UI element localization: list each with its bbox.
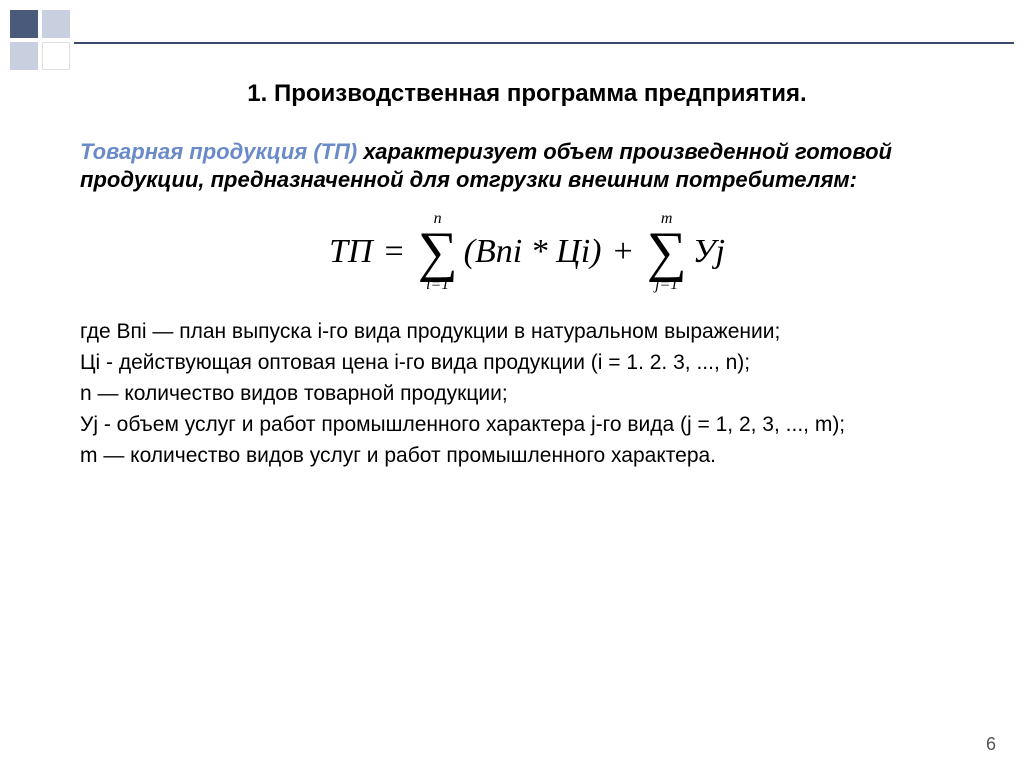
deco-square	[10, 42, 38, 70]
formula: ТП = n ∑ i=1 (Впi * Цi) + m ∑ j=1 Уj	[327, 211, 727, 293]
corner-decoration	[10, 10, 70, 70]
def-line: n — количество видов товарной продукции;	[80, 381, 974, 408]
slide-content: 1. Производственная программа предприяти…	[80, 70, 974, 474]
sigma-1-bot: i=1	[426, 277, 449, 293]
lead-term: Товарная продукция (ТП)	[80, 139, 357, 164]
formula-lhs: ТП	[329, 233, 372, 271]
header-rule	[74, 42, 1014, 44]
page-number: 6	[986, 734, 996, 755]
sigma-symbol: ∑	[418, 227, 458, 277]
sigma-symbol: ∑	[647, 227, 687, 277]
page-title: 1. Производственная программа предприяти…	[80, 80, 974, 108]
deco-square	[42, 10, 70, 38]
formula-term2: Уj	[693, 233, 725, 271]
deco-square	[42, 42, 70, 70]
formula-term1: (Впi * Цi)	[464, 233, 602, 271]
formula-block: ТП = n ∑ i=1 (Впi * Цi) + m ∑ j=1 Уj	[80, 211, 974, 293]
lead-paragraph: Товарная продукция (ТП) характеризует об…	[80, 138, 974, 193]
deco-square	[10, 10, 38, 38]
formula-plus: +	[614, 233, 633, 271]
def-line: Уj - объем услуг и работ промышленного х…	[80, 412, 974, 439]
sigma-1: n ∑ i=1	[418, 211, 458, 293]
formula-equals: =	[385, 233, 404, 271]
def-line: где Впi — план выпуска i-го вида продукц…	[80, 319, 974, 346]
sigma-2-bot: j=1	[655, 277, 678, 293]
definitions: где Впi — план выпуска i-го вида продукц…	[80, 319, 974, 469]
def-line: Цi - действующая оптовая цена i-го вида …	[80, 350, 974, 377]
sigma-2: m ∑ j=1	[647, 211, 687, 293]
def-line: m — количество видов услуг и работ промы…	[80, 443, 974, 470]
